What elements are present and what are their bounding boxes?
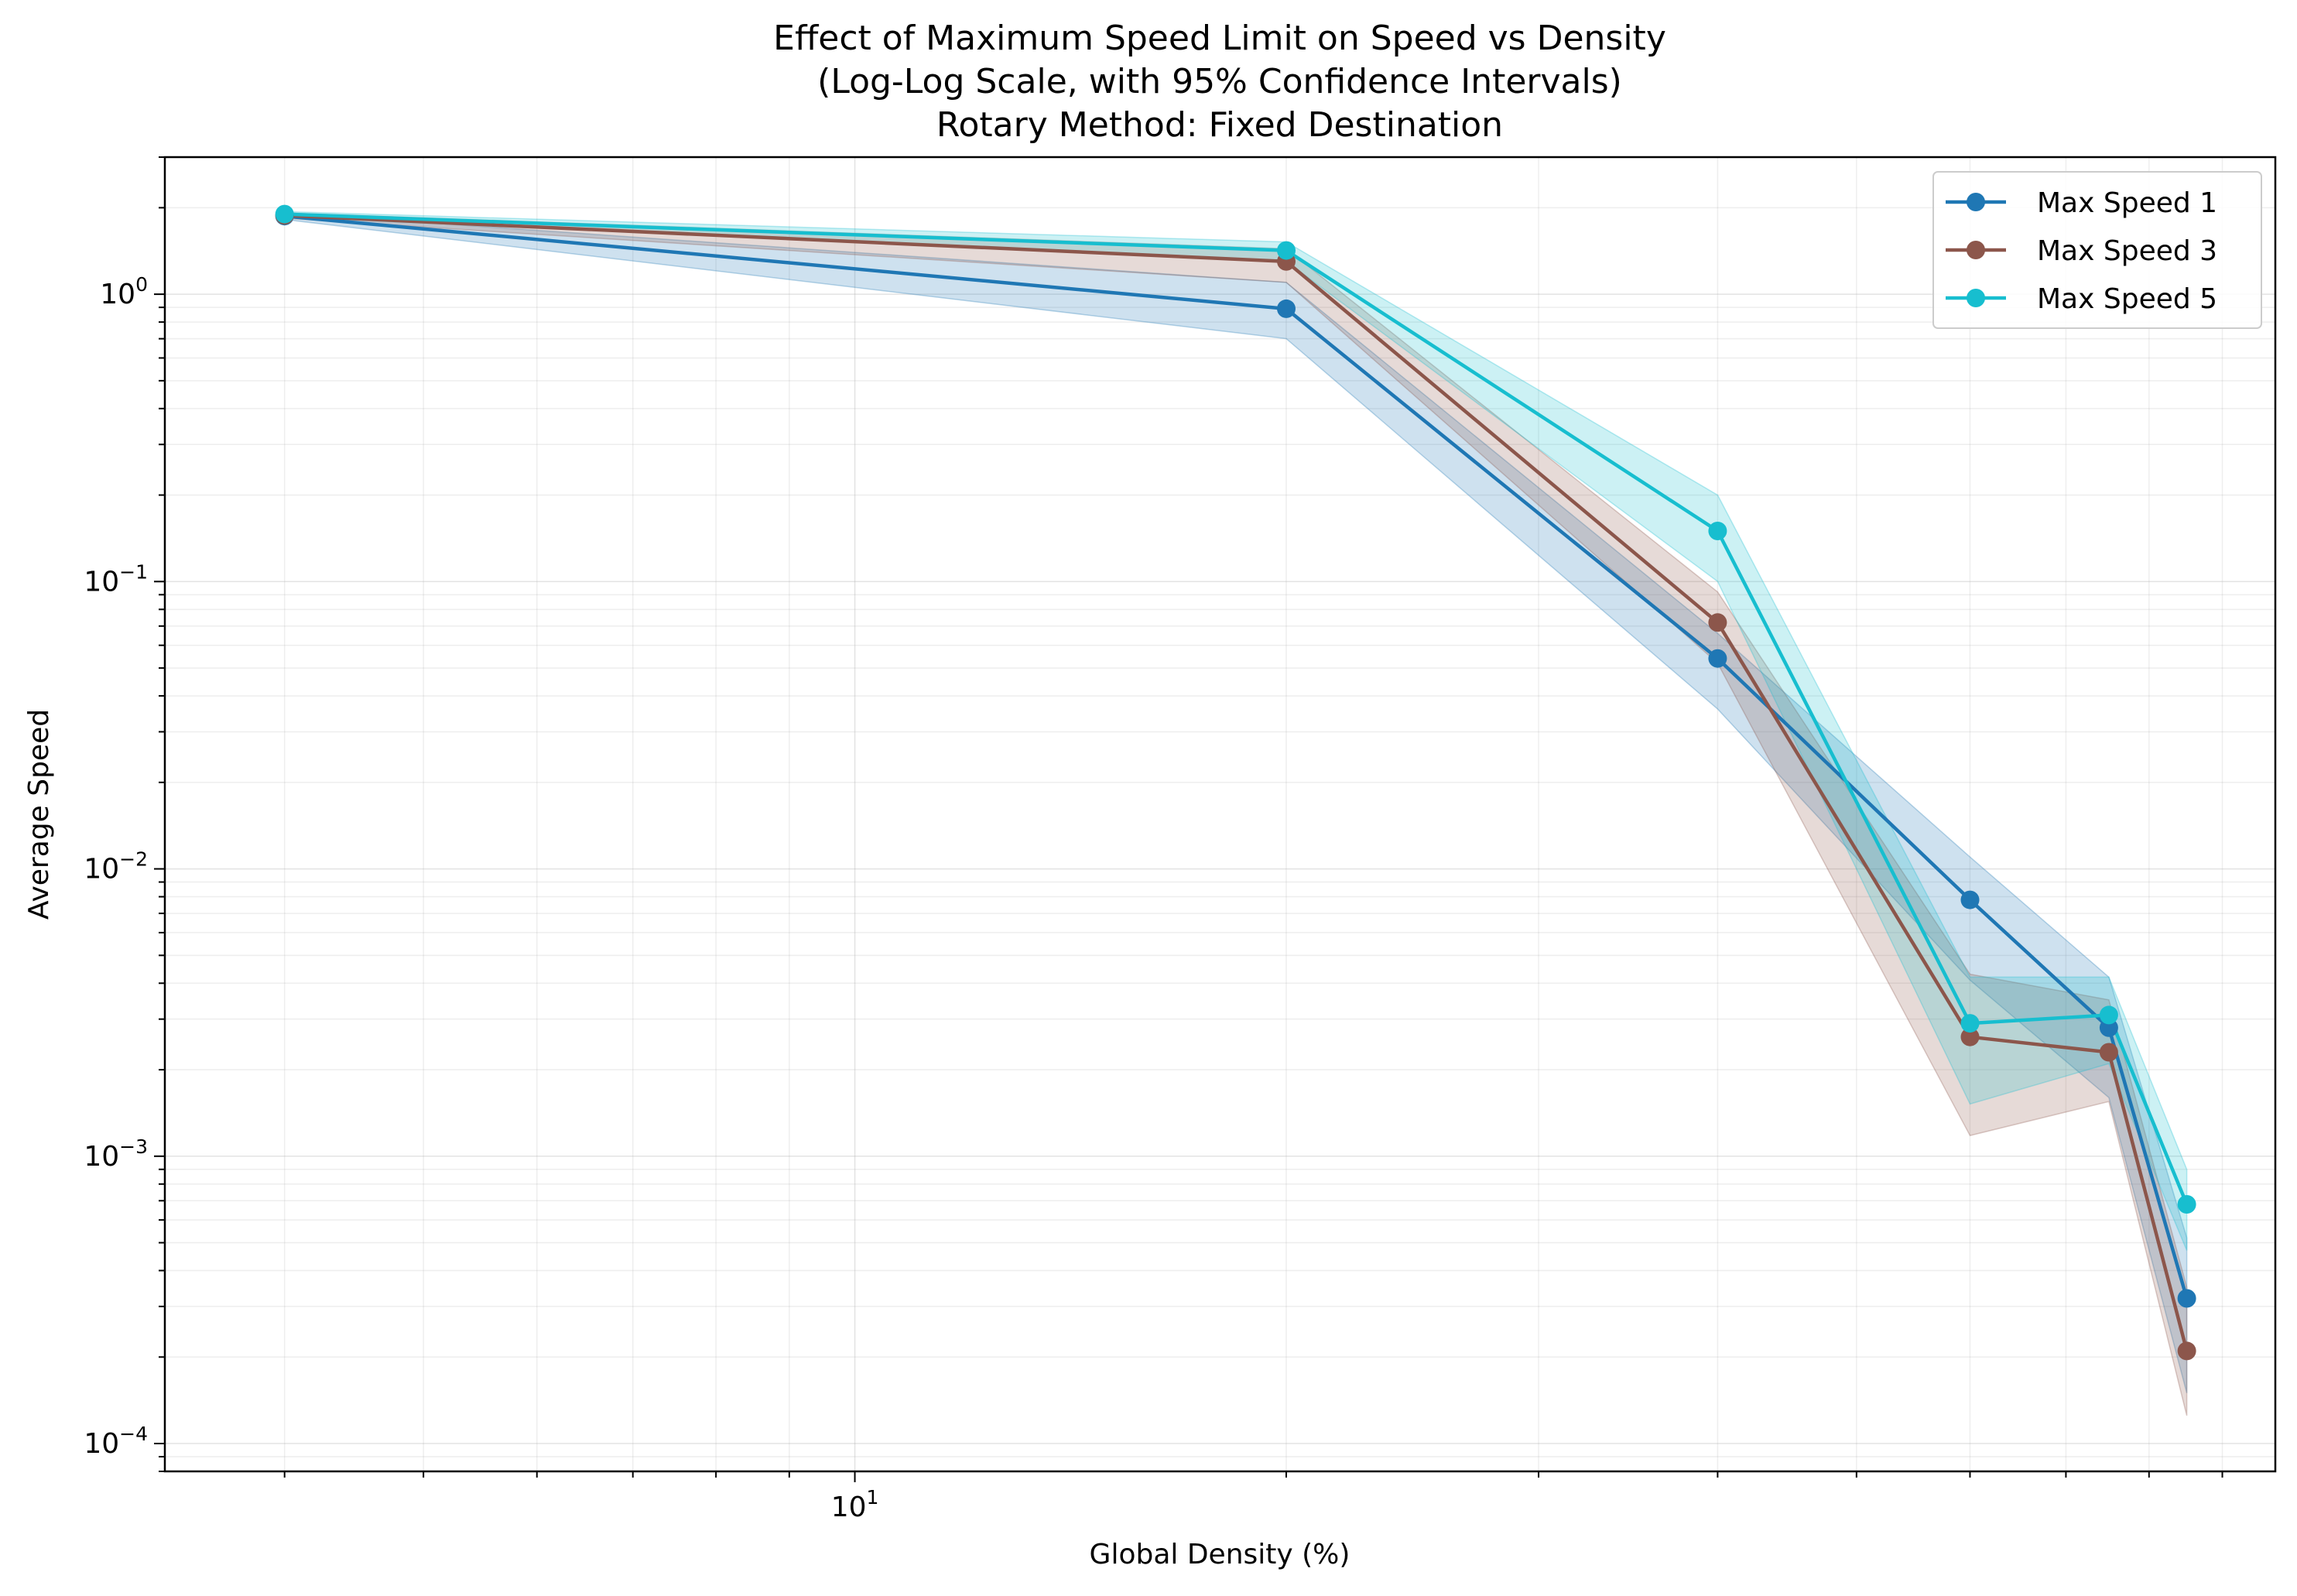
y-tick-label: 100 xyxy=(100,273,148,310)
y-tick-label: 10−3 xyxy=(84,1135,148,1173)
legend-marker-series-3 xyxy=(1967,289,1985,307)
marker-series-3 xyxy=(275,204,294,224)
marker-series-2 xyxy=(2099,1043,2118,1062)
marker-series-1 xyxy=(2177,1289,2196,1308)
marker-series-1 xyxy=(1960,890,1980,909)
y-tick-label: 10−2 xyxy=(84,848,148,885)
marker-series-1 xyxy=(2099,1018,2118,1037)
chart-title-line-2: (Log-Log Scale, with 95% Confidence Inte… xyxy=(817,62,1622,101)
line-series-2 xyxy=(284,214,2189,1351)
legend-marker-series-1 xyxy=(1967,193,1985,211)
chart-title-line-3: Rotary Method: Fixed Destination xyxy=(936,105,1503,145)
x-axis-label: Global Density (%) xyxy=(1090,1539,1350,1570)
marker-series-3 xyxy=(1960,1014,1980,1033)
y-tick-label: 10−1 xyxy=(84,560,148,598)
legend: Max Speed 1 Max Speed 3 Max Speed 5 xyxy=(1932,171,2262,329)
line-series-3 xyxy=(284,212,2189,1205)
y-axis-label: Average Speed xyxy=(23,709,55,920)
series-lines xyxy=(284,212,2189,1351)
marker-series-2 xyxy=(2177,1341,2196,1361)
marker-series-3 xyxy=(1277,241,1296,260)
legend-marker-series-2 xyxy=(1967,241,1985,259)
x-tick-label: 101 xyxy=(831,1486,879,1523)
ci-band-series-2 xyxy=(283,212,2188,1416)
plot-background xyxy=(165,157,2275,1471)
legend-label-series-3: Max Speed 5 xyxy=(2037,283,2217,315)
plot-frame xyxy=(163,156,2277,1473)
legend-box xyxy=(1932,171,2262,329)
marker-series-2 xyxy=(1960,1027,1980,1046)
marker-series-3 xyxy=(2177,1195,2196,1214)
grid xyxy=(165,156,2275,1472)
legend-label-series-2: Max Speed 3 xyxy=(2037,235,2217,267)
marker-series-3 xyxy=(1708,522,1727,540)
marker-series-2 xyxy=(1708,613,1727,632)
marker-series-1 xyxy=(1708,649,1727,668)
axis-ticks: 101 100 10−1 10−2 10−3 10−4 xyxy=(84,156,2223,1523)
chart-title-line-1: Effect of Maximum Speed Limit on Speed v… xyxy=(773,19,1666,58)
series-markers xyxy=(275,204,2196,1361)
marker-series-3 xyxy=(2099,1005,2118,1025)
legend-label-series-1: Max Speed 1 xyxy=(2037,187,2217,219)
ci-band-series-1 xyxy=(283,212,2188,1393)
marker-series-1 xyxy=(1277,299,1296,318)
y-tick-label: 10−4 xyxy=(84,1423,148,1460)
